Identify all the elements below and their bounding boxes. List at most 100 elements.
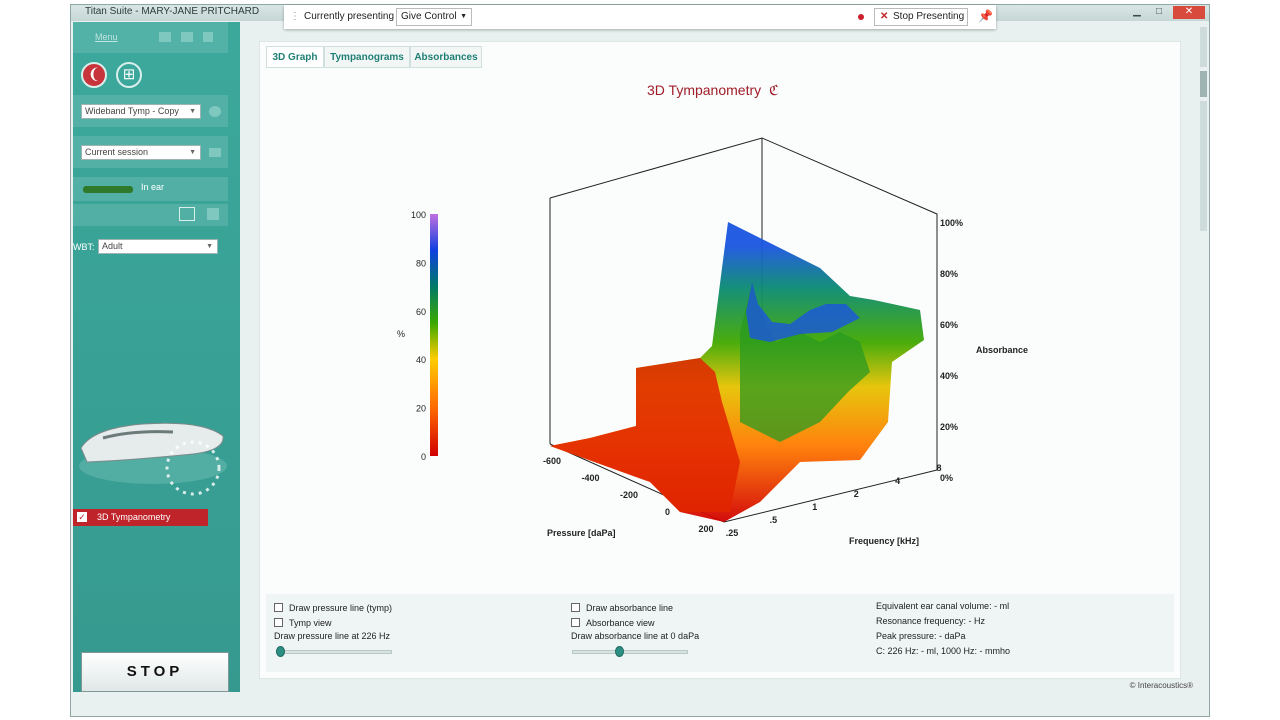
protocol-panel: Wideband Tymp - Copy ▼ — [73, 95, 228, 127]
wbt-select[interactable]: Adult ▼ — [98, 239, 218, 254]
frequency-tick-label: 8 — [936, 463, 941, 473]
frequency-tick-label: 2 — [854, 489, 859, 499]
chevron-down-icon: ▼ — [206, 243, 213, 250]
session-panel: Current session ▼ — [73, 136, 228, 168]
pressure-line-caption: Draw pressure line at 226 Hz — [274, 631, 391, 641]
maximize-button[interactable]: □ — [1155, 6, 1163, 17]
settings-icon[interactable] — [209, 106, 221, 117]
pressure-tick-label: -400 — [581, 473, 599, 483]
main-panel: 3D Graph Tympanograms Absorbances 3D Tym… — [259, 41, 1181, 679]
absorbance-tick-label: 20% — [940, 422, 958, 432]
presenting-toolbar: ⋮ Currently presenting Give Control ▼ ✕ … — [284, 5, 996, 29]
wbt-label: WBT: — [73, 242, 95, 252]
close-icon: ✕ — [880, 11, 889, 22]
minimize-button[interactable]: ▁ — [1133, 6, 1141, 17]
menu-link[interactable]: Menu — [95, 32, 118, 42]
probe-status-panel: In ear — [73, 177, 228, 201]
add-test-icon[interactable] — [179, 207, 195, 221]
window-title: Titan Suite - MARY-JANE PRITCHARD — [85, 6, 260, 17]
colorbar-tick-label: 40 — [416, 355, 426, 365]
rail-tab-other[interactable] — [1200, 101, 1207, 231]
pressure-tick-label: 0 — [665, 507, 670, 517]
colorbar-tick-label: 20 — [416, 404, 426, 414]
tab-3d-graph[interactable]: 3D Graph — [266, 46, 324, 68]
surface — [550, 222, 924, 522]
peak-pressure-result: Peak pressure: - daPa — [876, 631, 966, 641]
colorbar-tick-label: 60 — [416, 307, 426, 317]
test-item-label: 3D Tympanometry — [97, 512, 171, 522]
frequency-axis-label: Frequency [kHz] — [849, 536, 919, 546]
tymp-view-checkbox[interactable] — [274, 618, 283, 627]
chevron-down-icon: ▼ — [460, 13, 467, 20]
remove-test-icon[interactable] — [207, 208, 219, 220]
frequency-tick-label: 4 — [895, 476, 900, 486]
hand-icon[interactable] — [209, 148, 221, 157]
resonance-result: Resonance frequency: - Hz — [876, 616, 986, 626]
ecv-result: Equivalent ear canal volume: - ml — [876, 601, 1010, 611]
stop-button[interactable]: STOP — [81, 652, 229, 692]
give-control-dropdown[interactable]: Give Control ▼ — [396, 8, 472, 26]
draw-pressure-line-checkbox[interactable] — [274, 603, 283, 612]
absorbance-slider-thumb[interactable] — [614, 646, 624, 657]
pressure-tick-label: 200 — [698, 524, 713, 534]
draw-absorbance-line-label: Draw absorbance line — [586, 603, 674, 613]
close-button[interactable]: ✕ — [1173, 6, 1205, 19]
absorbance-tick-label: 80% — [940, 269, 958, 279]
session-select[interactable]: Current session ▼ — [81, 145, 201, 160]
protocol-select-value: Wideband Tymp - Copy — [85, 106, 179, 116]
chevron-down-icon: ▼ — [189, 108, 196, 115]
right-ear-icon: ℭ — [769, 82, 779, 98]
stop-presenting-button[interactable]: ✕ Stop Presenting — [874, 8, 968, 26]
currently-presenting-label: Currently presenting — [304, 11, 395, 22]
tab-tympanograms[interactable]: Tympanograms — [324, 46, 410, 68]
frequency-tick-label: .5 — [770, 515, 778, 525]
titan-device-image — [79, 422, 227, 496]
menu-panel: Menu — [73, 22, 228, 53]
pressure-tick-label: -200 — [620, 490, 638, 500]
absorbance-line-caption: Draw absorbance line at 0 daPa — [571, 631, 700, 641]
test-item-3d-tympanometry[interactable]: ✓ 3D Tympanometry — [73, 509, 208, 526]
absorbance-view-label: Absorbance view — [586, 618, 655, 628]
rail-tab-imp[interactable] — [1200, 71, 1207, 97]
controls-panel: Draw pressure line (tymp) Tymp view Draw… — [266, 594, 1174, 672]
print-icon[interactable] — [181, 32, 193, 42]
graph-title-text: 3D Tympanometry — [647, 82, 762, 98]
frequency-tick-label: 1 — [812, 502, 817, 512]
ear-icon[interactable]: ❨ — [81, 62, 107, 88]
chevron-down-icon: ▼ — [189, 149, 196, 156]
rail-tab-main[interactable] — [1200, 27, 1207, 67]
tab-absorbances[interactable]: Absorbances — [410, 46, 482, 68]
save-icon[interactable] — [159, 32, 171, 42]
graph-title: 3D Tympanometry ℭ — [647, 82, 779, 99]
tymp-view-label: Tymp view — [289, 618, 332, 628]
test-checkbox[interactable]: ✓ — [77, 512, 87, 522]
absorbance-tick-label: 40% — [940, 371, 958, 381]
stop-presenting-label: Stop Presenting — [893, 11, 965, 22]
pressure-slider-track[interactable] — [276, 650, 392, 654]
absorbance-tick-label: 60% — [940, 320, 958, 330]
colorbar-tick-label: 0 — [421, 452, 426, 462]
tools-panel — [73, 204, 228, 226]
pressure-axis-label: Pressure [daPa] — [547, 528, 616, 538]
app-window: Titan Suite - MARY-JANE PRITCHARD ▁ □ ✕ … — [70, 4, 1210, 717]
absorbance-slider-track[interactable] — [572, 650, 688, 654]
grid-icon[interactable]: ⊞ — [116, 62, 142, 88]
report-icon[interactable] — [203, 32, 213, 42]
absorbance-view-checkbox[interactable] — [571, 618, 580, 627]
draw-absorbance-line-checkbox[interactable] — [571, 603, 580, 612]
session-select-value: Current session — [85, 147, 149, 157]
in-ear-label: In ear — [141, 182, 165, 192]
protocol-select[interactable]: Wideband Tymp - Copy ▼ — [81, 104, 201, 119]
draw-pressure-line-label: Draw pressure line (tymp) — [289, 603, 393, 613]
colorbar — [430, 214, 438, 456]
right-rail — [1199, 27, 1209, 237]
colorbar-unit: % — [397, 329, 405, 339]
drag-handle-icon[interactable]: ⋮ — [290, 11, 300, 22]
give-control-label: Give Control — [401, 11, 457, 22]
absorbance-axis-label: Absorbance — [976, 345, 1028, 355]
pin-icon[interactable]: 📌 — [978, 9, 993, 23]
frequency-tick-label: .25 — [726, 528, 739, 538]
pressure-slider-thumb[interactable] — [276, 646, 285, 657]
wbt-select-value: Adult — [102, 241, 123, 251]
